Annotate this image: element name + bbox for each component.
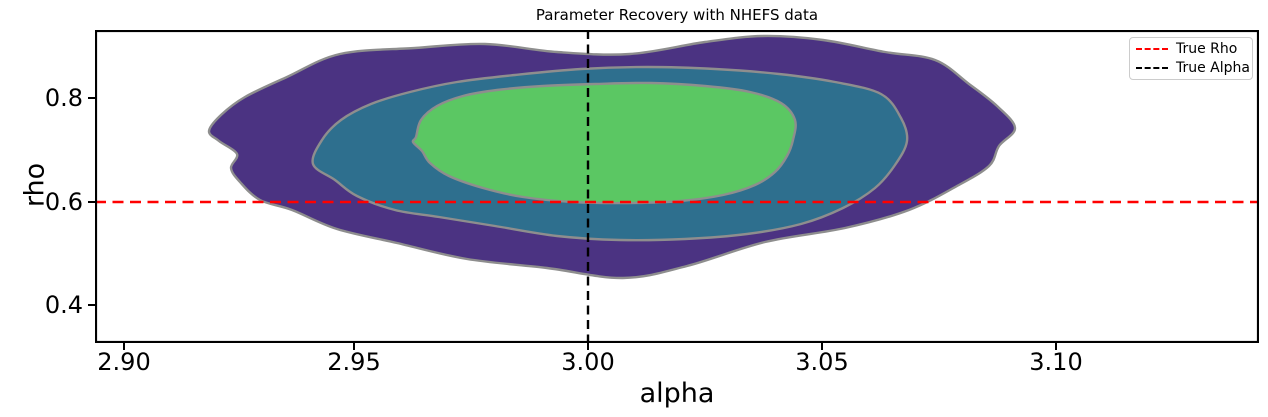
true-alpha-line-sample xyxy=(1136,67,1168,69)
legend-label-true-alpha: True Alpha xyxy=(1176,60,1250,76)
x-tick-label: 2.95 xyxy=(327,348,381,376)
legend: True Rho True Alpha xyxy=(1129,37,1253,80)
plot-area: True Rho True Alpha xyxy=(95,30,1259,343)
x-axis-label: alpha xyxy=(639,378,715,409)
x-tick-mark xyxy=(353,343,355,350)
x-tick-mark xyxy=(123,343,125,350)
x-tick-label: 3.05 xyxy=(795,348,849,376)
x-tick-mark xyxy=(821,343,823,350)
legend-label-true-rho: True Rho xyxy=(1176,41,1238,57)
x-tick-label: 2.90 xyxy=(97,348,151,376)
y-tick-label: 0.4 xyxy=(44,291,83,319)
legend-item-true-alpha: True Alpha xyxy=(1136,60,1250,76)
legend-item-true-rho: True Rho xyxy=(1136,41,1246,57)
y-tick-label: 0.8 xyxy=(44,84,83,112)
x-tick-mark xyxy=(1055,343,1057,350)
chart-title: Parameter Recovery with NHEFS data xyxy=(535,6,819,24)
x-tick-mark xyxy=(587,343,589,350)
y-tick-mark xyxy=(88,201,95,203)
kde-contour-canvas xyxy=(95,30,1259,343)
kde-contour-level-inner xyxy=(411,81,797,205)
x-tick-label: 3.00 xyxy=(561,348,615,376)
y-tick-label: 0.6 xyxy=(44,188,83,216)
y-tick-mark xyxy=(88,304,95,306)
true-rho-line-sample xyxy=(1136,48,1168,50)
x-tick-label: 3.10 xyxy=(1029,348,1083,376)
y-tick-mark xyxy=(88,97,95,99)
axes-spines xyxy=(95,30,1259,343)
